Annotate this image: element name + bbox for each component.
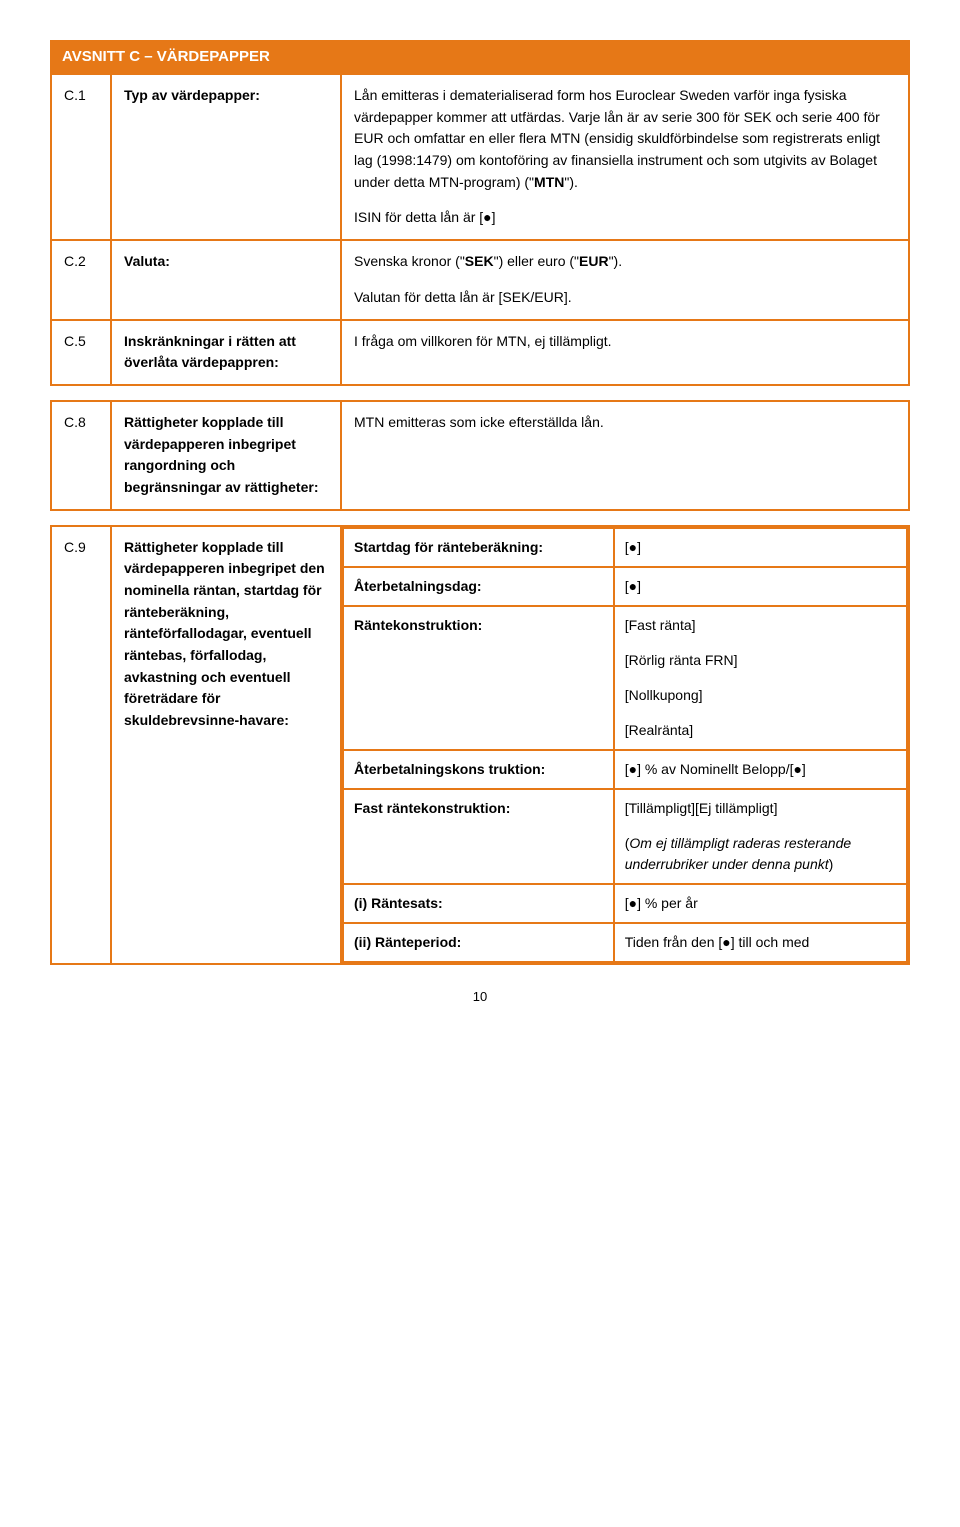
cell-c2-label: Valuta: [111, 240, 341, 319]
table-c8: C.8 Rättigheter kopplade till värdepappe… [50, 400, 910, 511]
cell-c9-content: Startdag för ränteberäkning: [●] Återbet… [341, 526, 909, 964]
row-c2: C.2 Valuta: Svenska kronor ("SEK") eller… [51, 240, 909, 319]
n-r5-label: Fast räntekonstruktion: [343, 789, 614, 884]
c2-p1-b1: SEK [465, 253, 494, 269]
c2-para1: Svenska kronor ("SEK") eller euro ("EUR"… [354, 251, 896, 273]
c8-para1: MTN emitteras som icke efterställda lån. [354, 412, 896, 434]
nested-row-aterbetalningsdag: Återbetalningsdag: [●] [343, 567, 907, 606]
cell-c2-content: Svenska kronor ("SEK") eller euro ("EUR"… [341, 240, 909, 319]
nested-row-fast-rantekonstruktion: Fast räntekonstruktion: [Tillämpligt][Ej… [343, 789, 907, 884]
n-r1-val: [●] [614, 528, 907, 567]
n-r6-label: (i) Räntesats: [343, 884, 614, 923]
nested-row-ranteperiod: (ii) Ränteperiod: Tiden från den [●] til… [343, 923, 907, 962]
c2-p1-d: "). [609, 253, 623, 269]
section-title: AVSNITT C – VÄRDEPAPPER [50, 40, 910, 73]
n-r3-v4: [Realränta] [625, 720, 896, 741]
cell-c9-code: C.9 [51, 526, 111, 964]
n-r3-v3: [Nollkupong] [625, 685, 896, 706]
c2-para2: Valutan för detta lån är [SEK/EUR]. [354, 287, 896, 309]
nested-row-aterbetalningskonstruktion: Återbetalningskons truktion: [●] % av No… [343, 750, 907, 789]
n-r3-v2: [Rörlig ränta FRN] [625, 650, 896, 671]
c2-p1-c: ") eller euro (" [494, 253, 579, 269]
cell-c2-code: C.2 [51, 240, 111, 319]
page-number: 10 [50, 989, 910, 1004]
c1-p1-text: Lån emitteras i dematerialiserad form ho… [354, 87, 880, 190]
n-r1-label: Startdag för ränteberäkning: [343, 528, 614, 567]
n-r5-v2-b: ) [829, 856, 834, 872]
nested-row-rantekonstruktion: Räntekonstruktion: [Fast ränta] [Rörlig … [343, 606, 907, 750]
c2-p1-a: Svenska kronor (" [354, 253, 465, 269]
c5-para1: I fråga om villkoren för MTN, ej tillämp… [354, 331, 896, 353]
nested-row-rantesats: (i) Räntesats: [●] % per år [343, 884, 907, 923]
table-c9: C.9 Rättigheter kopplade till värdepappe… [50, 525, 910, 965]
cell-c5-content: I fråga om villkoren för MTN, ej tillämp… [341, 320, 909, 385]
n-r5-v2: (Om ej tillämpligt raderas resterande un… [625, 833, 896, 875]
n-r4-label: Återbetalningskons truktion: [343, 750, 614, 789]
row-c5: C.5 Inskränkningar i rätten att överlåta… [51, 320, 909, 385]
n-r7-label: (ii) Ränteperiod: [343, 923, 614, 962]
cell-c8-code: C.8 [51, 401, 111, 510]
table-c1-c5: C.1 Typ av värdepapper: Lån emitteras i … [50, 73, 910, 386]
n-r3-val: [Fast ränta] [Rörlig ränta FRN] [Nollkup… [614, 606, 907, 750]
n-r2-label: Återbetalningsdag: [343, 567, 614, 606]
n-r4-val: [●] % av Nominellt Belopp/[●] [614, 750, 907, 789]
nested-row-startdag: Startdag för ränteberäkning: [●] [343, 528, 907, 567]
n-r3-label: Räntekonstruktion: [343, 606, 614, 750]
n-r7-val: Tiden från den [●] till och med [614, 923, 907, 962]
c2-p1-b2: EUR [579, 253, 609, 269]
cell-c1-content: Lån emitteras i dematerialiserad form ho… [341, 74, 909, 240]
cell-c1-code: C.1 [51, 74, 111, 240]
cell-c8-content: MTN emitteras som icke efterställda lån. [341, 401, 909, 510]
row-c1: C.1 Typ av värdepapper: Lån emitteras i … [51, 74, 909, 240]
c1-p1-tail: "). [564, 174, 578, 190]
cell-c8-label: Rättigheter kopplade till värdepapperen … [111, 401, 341, 510]
row-c9: C.9 Rättigheter kopplade till värdepappe… [51, 526, 909, 964]
cell-c5-code: C.5 [51, 320, 111, 385]
row-c8: C.8 Rättigheter kopplade till värdepappe… [51, 401, 909, 510]
c1-para1: Lån emitteras i dematerialiserad form ho… [354, 85, 896, 193]
cell-c5-label: Inskränkningar i rätten att överlåta vär… [111, 320, 341, 385]
n-r2-val: [●] [614, 567, 907, 606]
n-r5-v1: [Tillämpligt][Ej tillämpligt] [625, 798, 896, 819]
n-r3-v1: [Fast ränta] [625, 615, 896, 636]
cell-c1-label: Typ av värdepapper: [111, 74, 341, 240]
cell-c9-label: Rättigheter kopplade till värdepapperen … [111, 526, 341, 964]
n-r5-v2-italic: Om ej tillämpligt raderas resterande und… [625, 835, 851, 872]
c1-p1-bold: MTN [534, 174, 564, 190]
n-r5-val: [Tillämpligt][Ej tillämpligt] (Om ej til… [614, 789, 907, 884]
nested-table-c9: Startdag för ränteberäkning: [●] Återbet… [342, 527, 908, 963]
c1-para2: ISIN för detta lån är [●] [354, 207, 896, 229]
n-r6-val: [●] % per år [614, 884, 907, 923]
